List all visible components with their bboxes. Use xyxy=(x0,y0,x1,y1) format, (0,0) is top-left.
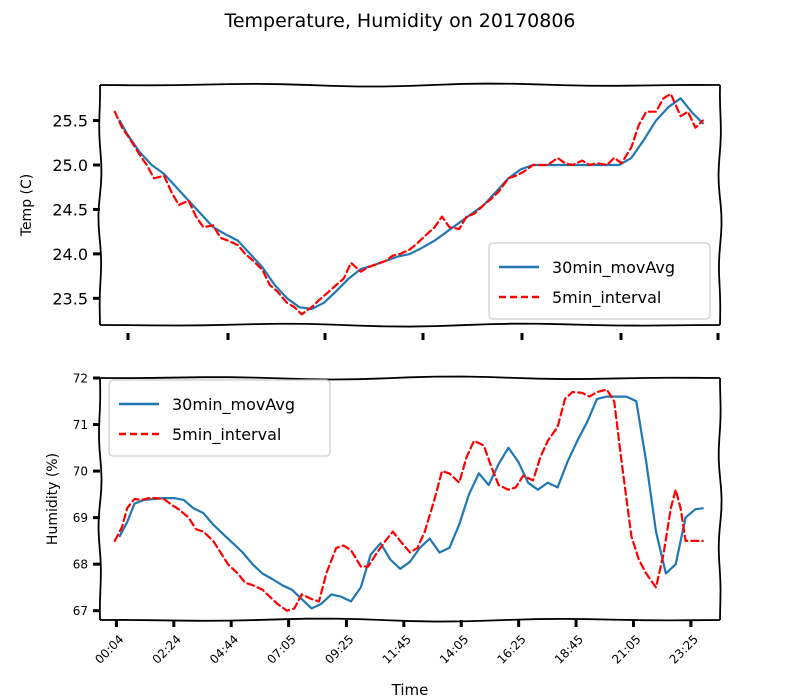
axes-frame xyxy=(97,82,723,328)
axes-spine xyxy=(717,377,723,621)
axes-spine xyxy=(97,377,103,621)
series-line-30min-movavg xyxy=(118,395,704,610)
x-axis-label: Time xyxy=(391,681,429,699)
x-tick-label: 09:25 xyxy=(322,632,356,666)
y-axis-label: Humidity (%) xyxy=(45,453,61,545)
axes-spine xyxy=(97,84,103,326)
x-tick-label: 00:04 xyxy=(92,632,126,666)
axes-spine xyxy=(99,82,721,88)
series-line-5min-interval xyxy=(113,92,704,316)
x-tick-label: 07:05 xyxy=(264,632,298,666)
y-tick-label: 70 xyxy=(73,465,88,479)
axes-spine xyxy=(99,322,721,328)
y-tick-label: 72 xyxy=(73,372,88,386)
temperature-panel: 23.5 24.0 24.5 25.0 25.5 Temp (C) 30min_movAvg… xyxy=(19,82,723,340)
x-tick-label: 23:25 xyxy=(667,632,701,666)
axes-spine xyxy=(717,84,723,326)
axes-frame xyxy=(97,375,723,623)
legend-entry: 5min_interval xyxy=(172,425,281,445)
y-tick-label: 67 xyxy=(73,604,88,618)
x-tick-label: 11:45 xyxy=(380,632,414,666)
x-tick-label: 14:05 xyxy=(437,632,471,666)
y-tick-label: 25.0 xyxy=(52,156,88,175)
y-tick-label: 24.5 xyxy=(52,200,88,219)
x-tick-label: 18:45 xyxy=(552,632,586,666)
legend: 30min_movAvg 5min_interval xyxy=(108,379,331,457)
legend-box xyxy=(488,242,711,320)
humidity-panel: 67 68 69 70 71 72 Humidity (%) 00:04 02:24 04:44 0… xyxy=(45,372,723,699)
y-tick-label: 23.5 xyxy=(52,289,88,308)
legend-entry: 30min_movAvg xyxy=(172,395,295,415)
series-line-30min-movavg xyxy=(118,97,704,311)
figure-title: Temperature, Humidity on 20170806 xyxy=(224,10,576,32)
y-axis-label: Temp (C) xyxy=(19,174,35,237)
legend-entry: 5min_interval xyxy=(552,288,661,308)
y-tick-label: 24.0 xyxy=(52,245,88,264)
series-line-5min-interval xyxy=(113,388,704,612)
y-tick-label: 71 xyxy=(73,418,88,432)
legend: 30min_movAvg 5min_interval xyxy=(488,242,711,320)
x-tick-label: 16:25 xyxy=(494,632,528,666)
x-tick-label: 02:24 xyxy=(150,632,184,666)
y-tick-label: 68 xyxy=(73,558,88,572)
legend-entry: 30min_movAvg xyxy=(552,258,675,278)
y-tick-label: 69 xyxy=(73,511,88,525)
axes-spine xyxy=(99,617,721,623)
x-tick-label: 21:05 xyxy=(609,632,643,666)
x-tick-label: 04:44 xyxy=(207,632,241,666)
legend-box xyxy=(108,379,331,457)
y-tick-label: 25.5 xyxy=(52,112,88,131)
axes-spine xyxy=(99,375,721,381)
